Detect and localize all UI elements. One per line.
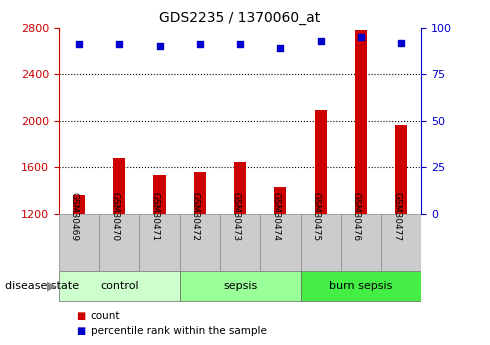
Point	[196, 42, 204, 47]
Bar	[274, 187, 287, 214]
Text: GSM30476: GSM30476	[352, 192, 361, 241]
Text: sepsis: sepsis	[223, 282, 257, 291]
Text: GSM30469: GSM30469	[70, 192, 79, 241]
Bar	[73, 195, 85, 214]
Bar	[59, 214, 99, 271]
Point	[156, 43, 164, 49]
Bar	[153, 176, 166, 214]
Point	[75, 42, 83, 47]
Bar	[395, 125, 407, 214]
Bar	[139, 214, 180, 271]
Bar	[381, 214, 421, 271]
Text: count: count	[91, 311, 120, 321]
Bar	[234, 161, 246, 214]
Bar	[341, 214, 381, 271]
Title: GDS2235 / 1370060_at: GDS2235 / 1370060_at	[159, 11, 321, 25]
Text: ▶: ▶	[47, 280, 56, 293]
Point	[317, 38, 324, 43]
Text: GSM30470: GSM30470	[110, 192, 119, 241]
Text: GSM30474: GSM30474	[271, 192, 280, 241]
Bar	[220, 214, 260, 271]
Bar	[180, 272, 300, 301]
Text: percentile rank within the sample: percentile rank within the sample	[91, 326, 267, 336]
Bar	[300, 214, 341, 271]
Point	[236, 42, 244, 47]
Bar	[300, 272, 421, 301]
Bar	[180, 214, 220, 271]
Text: disease state: disease state	[5, 282, 79, 291]
Text: GSM30475: GSM30475	[312, 192, 320, 241]
Bar	[194, 172, 206, 214]
Bar	[315, 110, 327, 214]
Text: GSM30473: GSM30473	[231, 192, 240, 241]
Text: burn sepsis: burn sepsis	[329, 282, 392, 291]
Text: GSM30477: GSM30477	[392, 192, 401, 241]
Text: ■: ■	[76, 326, 85, 336]
Bar	[113, 158, 125, 214]
Bar	[260, 214, 300, 271]
Text: control: control	[100, 282, 139, 291]
Point	[397, 40, 405, 45]
Point	[276, 45, 284, 51]
Bar	[99, 214, 139, 271]
Text: GSM30471: GSM30471	[150, 192, 160, 241]
Text: ■: ■	[76, 311, 85, 321]
Text: GSM30472: GSM30472	[191, 192, 200, 241]
Bar	[59, 272, 180, 301]
Point	[115, 42, 123, 47]
Bar	[355, 30, 367, 214]
Point	[357, 34, 365, 40]
